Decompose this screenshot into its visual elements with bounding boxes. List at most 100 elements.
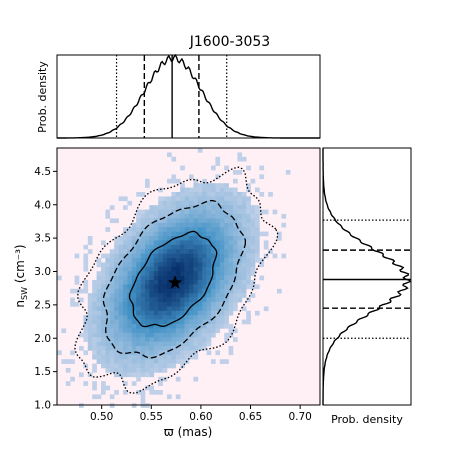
heatmap-cell — [127, 288, 133, 294]
heatmap-cell — [79, 403, 84, 408]
heatmap-cell — [153, 262, 159, 268]
heatmap-cell — [193, 354, 199, 360]
heatmap-cell — [153, 310, 159, 316]
heatmap-cell — [193, 346, 199, 351]
heatmap-cell — [83, 262, 89, 268]
heatmap-cell — [219, 271, 225, 276]
heatmap-cell — [162, 205, 168, 210]
heatmap-cell — [246, 297, 251, 303]
heatmap-cell — [167, 332, 172, 338]
heatmap-cell — [237, 266, 243, 272]
heatmap-cell — [131, 306, 137, 312]
heatmap-cell — [237, 293, 243, 298]
heatmap-cell — [167, 293, 172, 298]
heatmap-cell — [158, 262, 163, 268]
heatmap-cell — [101, 284, 106, 290]
heatmap-cell — [215, 293, 221, 298]
heatmap-cell — [101, 253, 106, 259]
heatmap-cell — [228, 231, 234, 237]
heatmap-cell — [158, 337, 163, 342]
heatmap-cell — [180, 209, 185, 215]
heatmap-cell — [167, 310, 172, 316]
heatmap-cell — [153, 332, 159, 338]
heatmap-cell — [246, 262, 251, 268]
heatmap-cell — [131, 332, 137, 338]
heatmap-cell — [233, 249, 238, 254]
heatmap-cell — [206, 280, 212, 285]
heatmap-cell — [189, 315, 194, 320]
heatmap-cell — [145, 236, 150, 241]
heatmap-cell — [189, 328, 194, 334]
heatmap-cell — [83, 288, 89, 294]
heatmap-cell — [246, 218, 251, 224]
heatmap-cell — [180, 214, 185, 219]
heatmap-cell — [241, 156, 247, 162]
heatmap-cell — [246, 249, 251, 254]
top-marginal-frame — [56, 54, 321, 139]
heatmap-cell — [109, 205, 115, 210]
heatmap-cell — [153, 209, 159, 215]
heatmap-cell — [171, 156, 177, 162]
heatmap-cell — [167, 262, 172, 268]
heatmap-cell — [237, 271, 243, 276]
heatmap-cell — [241, 192, 247, 197]
heatmap-cell — [193, 236, 199, 241]
heatmap-cell — [215, 205, 221, 210]
heatmap-cell — [202, 183, 207, 188]
heatmap-cell — [233, 337, 238, 342]
heatmap-cell — [237, 253, 243, 259]
heatmap-cell — [219, 297, 225, 303]
heatmap-cell — [189, 284, 194, 290]
x-tick-label: 0.65 — [239, 411, 262, 423]
heatmap-cell — [96, 293, 102, 298]
heatmap-cell — [140, 315, 146, 320]
heatmap-cell — [105, 319, 111, 325]
heatmap-cell — [193, 266, 199, 272]
heatmap-cell — [233, 231, 238, 237]
heatmap-cell — [189, 275, 194, 281]
heatmap-cell — [123, 227, 128, 232]
heatmap-cell — [250, 244, 256, 250]
heatmap-cell — [127, 346, 133, 351]
heatmap-cell — [184, 354, 190, 360]
heatmap-cell — [96, 271, 102, 276]
heatmap-cell — [114, 244, 119, 250]
heatmap-cell — [127, 253, 133, 259]
heatmap-cell — [118, 346, 124, 351]
heatmap-cell — [171, 315, 177, 320]
heatmap-cell — [114, 346, 119, 351]
heatmap-cell — [193, 275, 199, 281]
heatmap-cell — [162, 200, 168, 206]
heatmap-cell — [233, 297, 238, 303]
heatmap-cell — [158, 280, 163, 285]
heatmap-cell — [109, 354, 115, 360]
heatmap-cell — [219, 214, 225, 219]
heatmap-cell — [101, 328, 106, 334]
heatmap-cell — [145, 302, 150, 307]
heatmap-cell — [250, 222, 256, 228]
heatmap-cell — [171, 297, 177, 303]
heatmap-cell — [171, 341, 177, 347]
heatmap-cell — [145, 315, 150, 320]
heatmap-cell — [241, 227, 247, 232]
heatmap-cell — [109, 266, 115, 272]
heatmap-cell — [202, 262, 207, 268]
heatmap-cell — [118, 315, 124, 320]
heatmap-cell — [233, 293, 238, 298]
heatmap-cell — [158, 236, 163, 241]
heatmap-cell — [180, 284, 185, 290]
heatmap-cell — [145, 249, 150, 254]
heatmap-cell — [140, 275, 146, 281]
heatmap-cell — [189, 227, 194, 232]
heatmap-cell — [127, 271, 133, 276]
heatmap-cell — [87, 310, 93, 316]
heatmap-cell — [193, 293, 199, 298]
heatmap-cell — [167, 350, 172, 356]
heatmap-cell — [149, 319, 155, 325]
heatmap-cell — [189, 341, 194, 347]
heatmap-cell — [215, 174, 221, 180]
heatmap-cell — [202, 271, 207, 276]
heatmap-cell — [92, 328, 97, 334]
heatmap-cell — [211, 275, 216, 281]
heatmap-cell — [158, 346, 163, 351]
